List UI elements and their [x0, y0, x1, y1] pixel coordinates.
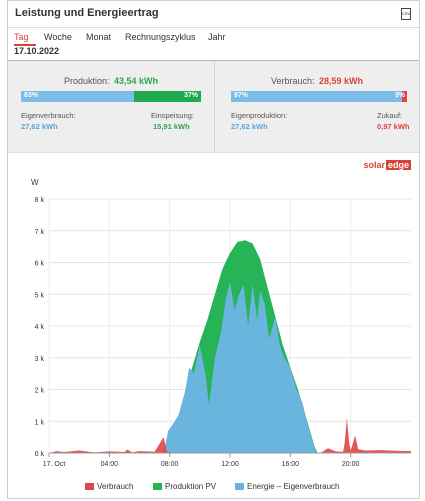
x-tick-label: 12:00: [221, 461, 239, 468]
x-tick-label: 16:00: [282, 461, 300, 468]
power-chart: solar edge W 0 k 1 k 2 k 3 k 4 k 5 k 6 k 7 k 8 k 17…: [8, 151, 419, 499]
legend-swatch-self-consumption: [235, 483, 244, 490]
selected-date[interactable]: 17.10.2022: [14, 46, 60, 56]
panel-title: Leistung und Energieertrag: [15, 7, 159, 19]
x-tick-label: 04:00: [101, 461, 119, 468]
consumption-summary: Verbrauch: 28,59 kWh 97% 3% Eigenprodukt…: [215, 61, 415, 152]
production-bar: 63% 37%: [21, 91, 201, 102]
tab-billing-cycle[interactable]: Rechnungszyklus: [125, 32, 196, 42]
brand-text: solar: [363, 160, 385, 170]
chart-legend: Verbrauch Produktion PV Energie – Eigenv…: [8, 482, 419, 494]
tab-month[interactable]: Monat: [86, 32, 112, 42]
grid-import-value: 0,97 kWh: [377, 122, 410, 131]
brand-logo: solar edge: [363, 160, 411, 170]
x-tick-label: 08:00: [161, 461, 179, 468]
consumption-label: Verbrauch:: [270, 76, 315, 86]
feed-in-value: 15,91 kWh: [153, 122, 190, 131]
legend-swatch-consumption: [85, 483, 94, 490]
y-tick-label: 8 k: [35, 197, 45, 204]
production-summary: Produktion: 43,54 kWh 63% 37% Eigenverbr…: [8, 61, 208, 152]
tab-day[interactable]: Tag: [14, 32, 29, 42]
production-feed-segment: [134, 91, 201, 102]
y-tick-label: 1 k: [35, 419, 45, 426]
legend-pv-production[interactable]: Produktion PV: [165, 482, 217, 491]
consumption-bar: 97% 3%: [231, 91, 407, 102]
y-tick-label: 0 k: [35, 451, 45, 458]
y-tick-label: 5 k: [35, 292, 45, 299]
csv-icon[interactable]: CSV: [401, 8, 411, 20]
consumption-import-percent: 3%: [394, 92, 405, 99]
production-feed-percent: 37%: [183, 92, 198, 99]
active-tab-indicator: [14, 44, 36, 46]
self-production-value: 27,62 kWh: [231, 122, 268, 131]
consumption-import-segment: [401, 91, 407, 102]
brand-edge: edge: [385, 160, 411, 170]
production-self-percent: 63%: [24, 92, 39, 99]
energy-panel: Leistung und Energieertrag CSV Tag Woche…: [7, 0, 420, 499]
summary-divider: [214, 61, 215, 152]
y-axis-label: W: [31, 178, 39, 187]
y-tick-label: 6 k: [35, 261, 45, 268]
consumption-self-percent: 97%: [234, 92, 249, 99]
production-value: 43,54 kWh: [113, 76, 158, 86]
feed-in-label: Einspeisung:: [151, 111, 194, 120]
self-production-label: Eigenproduktion:: [231, 111, 288, 120]
production-header: Produktion: 43,54 kWh: [8, 71, 214, 89]
x-tick-label: 20:00: [342, 461, 360, 468]
period-tabs: Tag Woche Monat Rechnungszyklus Jahr: [8, 28, 419, 46]
self-consumption-label: Eigenverbrauch:: [21, 111, 76, 120]
panel-header: Leistung und Energieertrag CSV: [8, 1, 419, 28]
legend-self-consumption[interactable]: Energie – Eigenverbrauch: [247, 482, 340, 491]
y-tick-label: 3 k: [35, 356, 45, 363]
x-tick-label: 17. Oct: [43, 461, 66, 468]
production-label: Produktion:: [63, 76, 110, 86]
legend-swatch-pv: [153, 483, 162, 490]
y-tick-label: 2 k: [35, 388, 45, 395]
consumption-value: 28,59 kWh: [318, 76, 363, 86]
tab-year[interactable]: Jahr: [208, 32, 226, 42]
chart-svg: W 0 k 1 k 2 k 3 k 4 k 5 k 6 k 7 k 8 k 17. Oct 04:00…: [31, 178, 411, 468]
date-row: 17.10.2022: [8, 46, 419, 61]
series-area-2: [163, 281, 316, 453]
y-tick-label: 7 k: [35, 229, 45, 236]
consumption-header: Verbrauch: 28,59 kWh: [215, 71, 419, 89]
summary-section: Produktion: 43,54 kWh 63% 37% Eigenverbr…: [8, 61, 419, 153]
tab-week[interactable]: Woche: [44, 32, 72, 42]
grid-import-label: Zukauf:: [377, 111, 403, 120]
self-consumption-value: 27,62 kWh: [21, 122, 58, 131]
y-tick-label: 4 k: [35, 324, 45, 331]
legend-consumption[interactable]: Verbrauch: [97, 482, 134, 491]
